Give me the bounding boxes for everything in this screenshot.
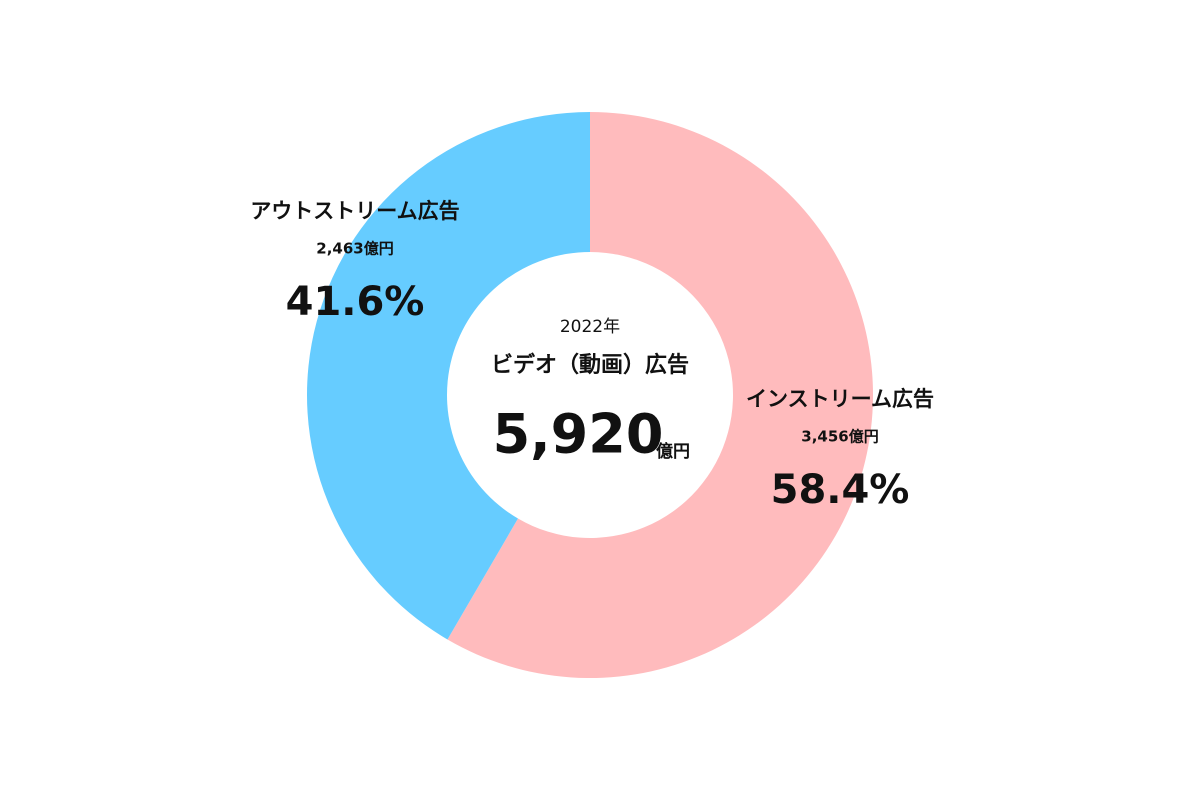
slice-name: アウトストリーム広告 [250, 199, 459, 223]
slice-percent: 58.4% [771, 467, 910, 513]
center-title: ビデオ（動画）広告 [491, 352, 689, 378]
donut-slice [306, 112, 590, 640]
slice-percent: 41.6% [286, 279, 425, 325]
slice-name: インストリーム広告 [746, 387, 934, 411]
slice-amount: 3,456億円 [801, 428, 878, 446]
donut [306, 112, 873, 678]
donut-slice [447, 112, 873, 678]
center-year: 2022年 [560, 317, 620, 337]
center-unit: 億円 [656, 441, 690, 462]
slice-amount: 2,463億円 [316, 240, 393, 258]
center-total: 5,920 [493, 403, 664, 466]
